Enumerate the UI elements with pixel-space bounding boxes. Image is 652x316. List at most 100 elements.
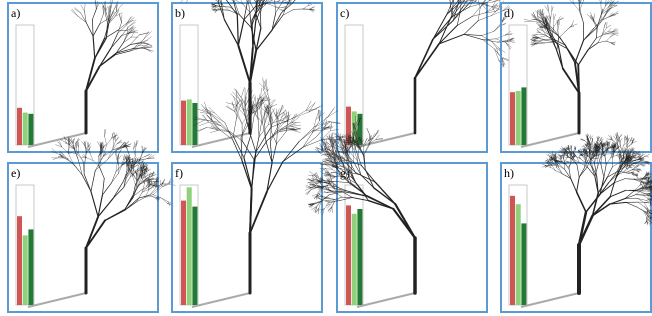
branch: [113, 182, 123, 199]
branch: [492, 42, 497, 48]
branch: [95, 38, 106, 58]
bar: [28, 114, 33, 145]
branch: [237, 15, 238, 45]
branch: [587, 167, 594, 176]
panel-label: f): [175, 166, 183, 180]
branch: [524, 21, 531, 22]
branch: [478, 15, 492, 20]
branch: [580, 158, 583, 161]
branch: [231, 94, 237, 101]
branch: [489, 0, 495, 1]
branch: [325, 169, 332, 170]
branch: [267, 91, 270, 105]
panel-label: d): [504, 6, 514, 20]
branch: [635, 178, 641, 180]
panel: h): [501, 132, 652, 312]
branch: [628, 138, 630, 142]
branch: [648, 219, 650, 221]
branch: [613, 30, 618, 32]
branch: [86, 59, 95, 91]
branch: [303, 137, 316, 147]
branch: [105, 136, 107, 145]
branch: [250, 192, 267, 233]
branch: [628, 148, 629, 151]
branch: [139, 33, 148, 35]
branch: [123, 168, 130, 182]
branch: [260, 97, 267, 103]
branch: [145, 174, 148, 178]
bar: [521, 223, 526, 305]
branch: [558, 31, 559, 39]
branch: [361, 165, 375, 182]
branch: [552, 165, 555, 170]
branch: [292, 125, 301, 126]
branch: [303, 6, 308, 9]
branch: [100, 14, 104, 24]
branch: [327, 192, 331, 193]
branch: [144, 31, 149, 39]
branch: [588, 38, 596, 50]
branch: [340, 198, 353, 201]
branch: [93, 24, 100, 36]
branch: [613, 136, 615, 139]
branch: [152, 196, 157, 197]
branch: [318, 110, 319, 121]
branch: [264, 90, 270, 105]
branch: [577, 192, 586, 212]
shadow: [192, 293, 250, 307]
bar: [17, 108, 22, 145]
panel-label: b): [175, 6, 185, 20]
branch: [597, 158, 598, 166]
branch: [53, 158, 57, 160]
branch: [84, 4, 85, 11]
branch: [286, 110, 289, 120]
branch: [583, 155, 586, 158]
branch: [367, 129, 370, 135]
branch: [620, 138, 622, 141]
panel: e): [8, 129, 175, 312]
branch: [483, 40, 498, 42]
branch: [152, 196, 156, 198]
branch: [326, 165, 332, 169]
branch: [577, 177, 580, 192]
branch: [539, 36, 546, 38]
branch: [641, 165, 646, 166]
panel: a): [8, 0, 158, 152]
branch: [554, 14, 556, 19]
branch: [559, 31, 566, 38]
branch: [260, 109, 263, 123]
branch: [628, 173, 632, 174]
branch: [560, 165, 565, 170]
branch: [111, 172, 116, 183]
branch: [328, 122, 339, 124]
branch: [369, 201, 394, 209]
branch: [284, 113, 287, 121]
bar: [23, 113, 28, 145]
branch: [115, 9, 119, 16]
branch: [100, 48, 111, 66]
branch: [272, 144, 276, 163]
shadow: [521, 133, 579, 147]
branch: [244, 134, 251, 157]
branch: [245, 88, 248, 98]
branch: [483, 40, 495, 49]
branch: [215, 113, 225, 123]
branch: [220, 122, 233, 136]
branch: [551, 167, 555, 170]
branch: [162, 180, 165, 184]
branch: [619, 137, 620, 141]
branch: [334, 181, 349, 182]
branch: [606, 22, 607, 28]
branch: [633, 165, 636, 166]
branch: [332, 177, 335, 179]
shadow: [357, 293, 415, 307]
branch: [100, 55, 115, 66]
branch: [577, 165, 579, 177]
branch: [492, 8, 499, 16]
branch: [604, 22, 606, 27]
bar: [352, 111, 357, 145]
branch: [236, 91, 237, 100]
branch: [326, 147, 333, 148]
branch: [597, 15, 601, 28]
branch: [107, 138, 112, 145]
